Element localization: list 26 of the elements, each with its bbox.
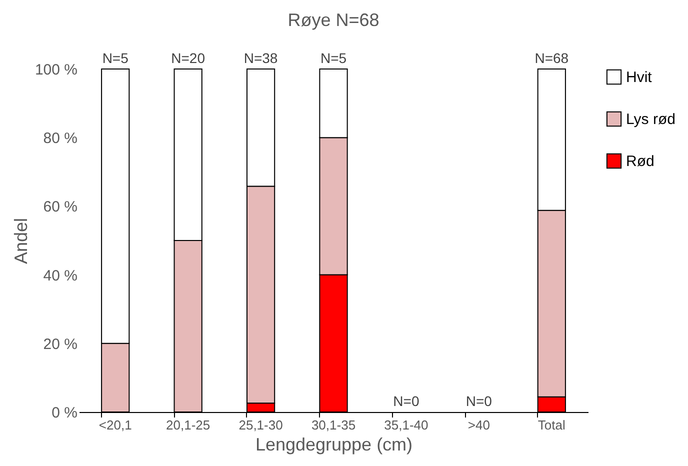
annotation: N=0 xyxy=(393,393,420,409)
legend-label: Hvit xyxy=(626,69,653,86)
chart-title: Røye N=68 xyxy=(288,10,380,30)
y-axis-title: Andel xyxy=(10,218,31,264)
annotation: N=38 xyxy=(244,50,278,66)
x-tick-label: >40 xyxy=(468,418,490,432)
legend-label: Rød xyxy=(626,153,654,170)
y-tick-label: 40 % xyxy=(43,267,78,284)
y-tick-label: 60 % xyxy=(43,198,78,216)
annotation: N=5 xyxy=(320,50,347,66)
x-tick-label: 20,1-25 xyxy=(166,418,210,432)
x-tick-label: <20,1 xyxy=(98,418,132,432)
x-tick-label: 30,1-35 xyxy=(311,418,356,432)
x-axis-title: Lengdegruppe (cm) xyxy=(255,434,413,454)
annotation: N=68 xyxy=(534,50,569,66)
legend-label: Lys rød xyxy=(626,111,676,128)
x-tick-label: 25,1-30 xyxy=(238,418,283,432)
annotation: N=5 xyxy=(102,50,129,66)
y-tick-label: 0 % xyxy=(52,404,78,422)
x-tick-label: 35,1-40 xyxy=(384,418,428,432)
x-tick-label: Total xyxy=(538,418,566,432)
y-tick-label: 100 % xyxy=(34,62,78,78)
y-tick-label: 80 % xyxy=(43,130,78,148)
y-tick-label: 20 % xyxy=(43,336,78,353)
annotation: N=20 xyxy=(171,50,206,66)
annotation: N=0 xyxy=(466,393,492,409)
